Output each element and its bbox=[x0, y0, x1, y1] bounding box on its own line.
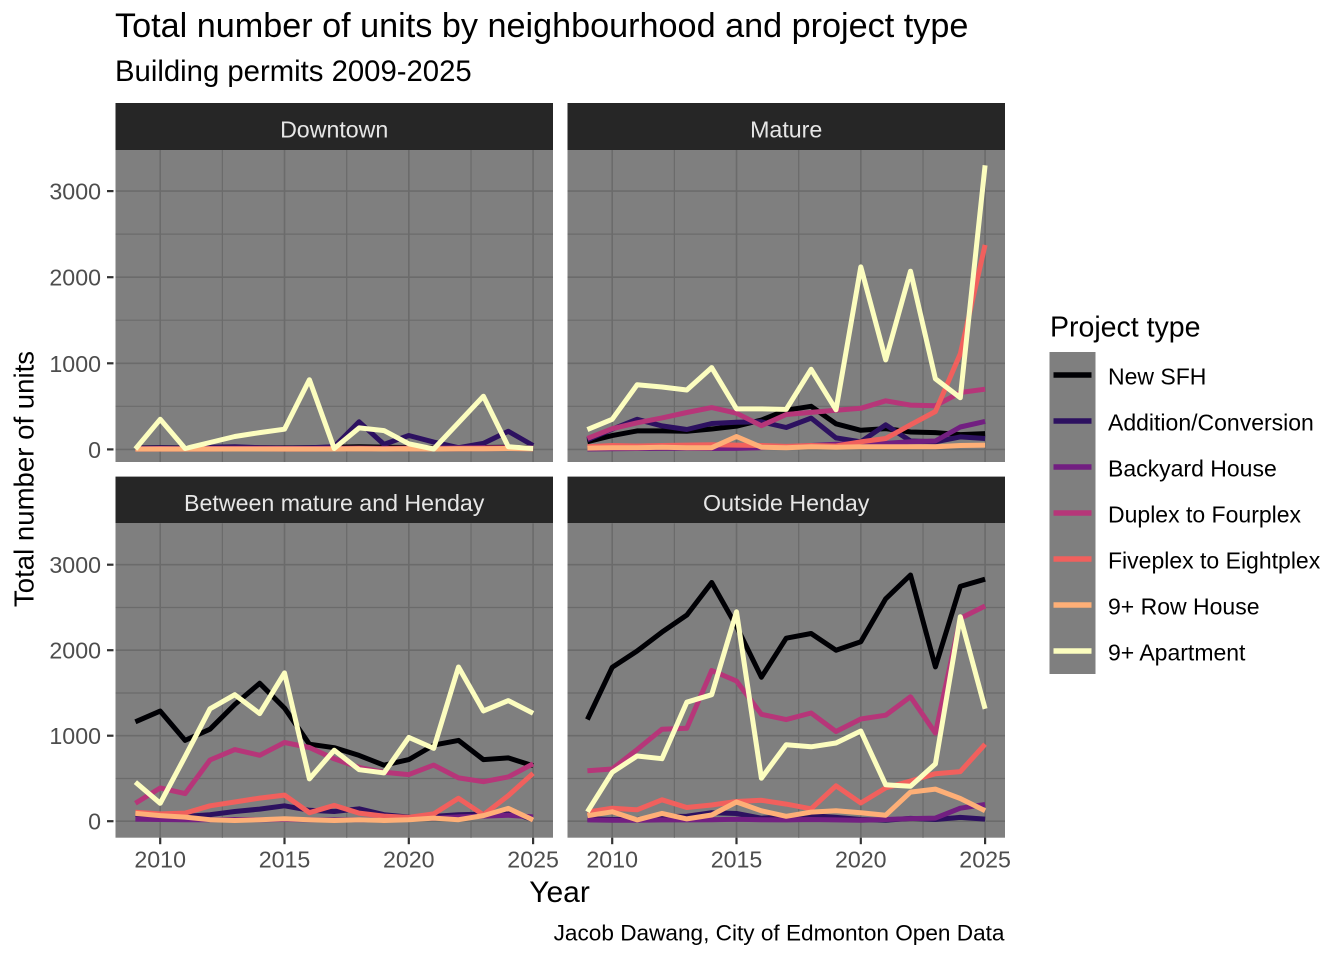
svg-text:Jacob Dawang, City of Edmonton: Jacob Dawang, City of Edmonton Open Data bbox=[554, 920, 1005, 945]
svg-text:Mature: Mature bbox=[750, 117, 822, 143]
svg-text:Project type: Project type bbox=[1050, 312, 1201, 344]
svg-text:2010: 2010 bbox=[586, 847, 638, 873]
svg-text:Total number of units by neigh: Total number of units by neighbourhood a… bbox=[115, 7, 968, 45]
svg-text:Between mature and Henday: Between mature and Henday bbox=[184, 490, 485, 516]
svg-text:Building permits 2009-2025: Building permits 2009-2025 bbox=[115, 55, 472, 88]
svg-text:Backyard House: Backyard House bbox=[1108, 456, 1277, 482]
svg-text:2000: 2000 bbox=[49, 265, 101, 291]
svg-text:Fiveplex to Eightplex: Fiveplex to Eightplex bbox=[1108, 548, 1321, 574]
svg-text:9+ Apartment: 9+ Apartment bbox=[1108, 640, 1246, 666]
svg-text:3000: 3000 bbox=[49, 179, 101, 205]
svg-text:2025: 2025 bbox=[959, 847, 1011, 873]
svg-text:2025: 2025 bbox=[507, 847, 559, 873]
svg-text:3000: 3000 bbox=[49, 552, 101, 578]
svg-text:1000: 1000 bbox=[49, 723, 101, 749]
svg-text:Downtown: Downtown bbox=[280, 117, 388, 143]
svg-text:2000: 2000 bbox=[49, 638, 101, 664]
svg-text:Duplex to Fourplex: Duplex to Fourplex bbox=[1108, 502, 1302, 528]
svg-text:2010: 2010 bbox=[134, 847, 186, 873]
svg-text:Addition/Conversion: Addition/Conversion bbox=[1108, 410, 1314, 436]
svg-text:2015: 2015 bbox=[711, 847, 763, 873]
svg-text:2020: 2020 bbox=[835, 847, 887, 873]
svg-text:Outside Henday: Outside Henday bbox=[703, 490, 870, 516]
svg-text:2015: 2015 bbox=[259, 847, 311, 873]
svg-text:2020: 2020 bbox=[383, 847, 435, 873]
svg-text:9+ Row House: 9+ Row House bbox=[1108, 594, 1260, 620]
svg-text:0: 0 bbox=[88, 809, 101, 835]
svg-text:1000: 1000 bbox=[49, 351, 101, 377]
svg-text:New SFH: New SFH bbox=[1108, 364, 1206, 390]
svg-text:Total number of units: Total number of units bbox=[9, 351, 40, 607]
svg-text:Year: Year bbox=[529, 876, 590, 909]
svg-text:0: 0 bbox=[88, 437, 101, 463]
